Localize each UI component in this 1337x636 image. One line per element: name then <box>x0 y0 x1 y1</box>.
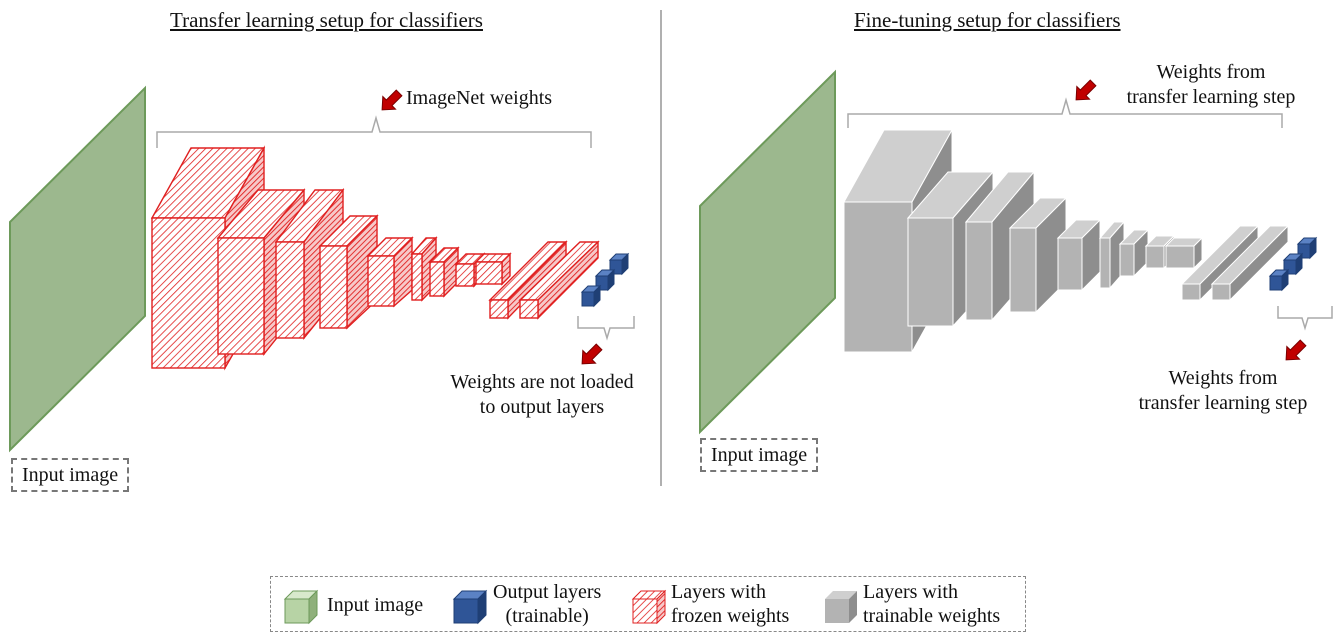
right-output-note-line1: Weights from <box>1168 367 1278 389</box>
legend-trainable-line2: trainable weights <box>863 605 1001 627</box>
right-panel-title: Fine-tuning setup for classifiers <box>854 8 1121 32</box>
right-output-note-line2: transfer learning step <box>1138 392 1308 414</box>
right-top-weights-line1: Weights from <box>1156 61 1266 83</box>
legend-frozen-line2: frozen weights <box>671 605 790 627</box>
right-output-note: Weights from transfer learning step <box>1108 366 1337 416</box>
left-output-bracket <box>577 316 635 341</box>
legend-output-line2: (trainable) <box>505 605 589 627</box>
trainable-layer <box>1164 236 1204 270</box>
legend-label-trainable-layers: Layers with trainable weights <box>863 580 1000 628</box>
left-frozen-layers <box>150 145 600 371</box>
frozen-layer <box>366 236 414 308</box>
trainable-layer <box>1118 228 1150 278</box>
right-trainable-layers <box>843 128 1290 354</box>
right-input-image-plane <box>699 69 836 435</box>
left-top-bracket <box>156 115 592 148</box>
frozen-layer <box>474 252 512 286</box>
frozen-layer <box>518 240 600 320</box>
right-arrow-output <box>1285 339 1307 361</box>
left-input-image-label: Input image <box>11 458 130 492</box>
left-panel-title: Transfer learning setup for classifiers <box>170 8 483 32</box>
right-top-weights-label: Weights from transfer learning step <box>1096 60 1326 110</box>
legend-swatch-trainable-layers <box>825 591 857 623</box>
legend-label-output-layers: Output layers (trainable) <box>493 580 601 628</box>
left-output-note-line1: Weights are not loaded <box>450 371 634 393</box>
legend-label-frozen-layers: Layers with frozen weights <box>671 580 789 628</box>
imagenet-weights-label: ImageNet weights <box>406 87 553 109</box>
left-input-image-plane <box>9 85 146 453</box>
legend-swatch-output-layers <box>452 589 488 625</box>
left-output-note: Weights are not loaded to output layers <box>412 370 672 420</box>
output-cube <box>580 284 602 308</box>
left-arrow-output <box>581 343 603 365</box>
trainable-layer <box>1210 224 1290 302</box>
architecture-diagram <box>9 10 1333 486</box>
trainable-layer <box>1056 218 1102 292</box>
right-output-layers <box>1268 236 1318 292</box>
left-arrow-imagenet <box>381 89 403 111</box>
legend-swatch-frozen-layers <box>631 589 667 625</box>
right-output-bracket <box>1277 306 1333 331</box>
left-output-layers <box>580 252 630 308</box>
legend-swatch-input-image <box>283 589 319 625</box>
output-cube <box>608 252 630 276</box>
left-output-note-line2: to output layers <box>479 396 605 418</box>
output-cube <box>1268 268 1290 292</box>
legend-trainable-line1: Layers with <box>863 581 958 603</box>
legend-swatches <box>283 589 857 625</box>
legend-label-input-image: Input image <box>327 594 424 616</box>
legend-output-line1: Output layers <box>493 581 602 603</box>
frozen-layer <box>428 246 460 298</box>
legend: Input image Output layers (trainable) La… <box>270 576 1026 632</box>
right-top-weights-line2: transfer learning step <box>1126 86 1296 108</box>
output-cube <box>1296 236 1318 260</box>
right-input-image-label: Input image <box>700 438 819 472</box>
legend-frozen-line1: Layers with <box>671 581 766 603</box>
right-arrow-top <box>1075 79 1097 101</box>
right-top-bracket <box>847 97 1283 128</box>
